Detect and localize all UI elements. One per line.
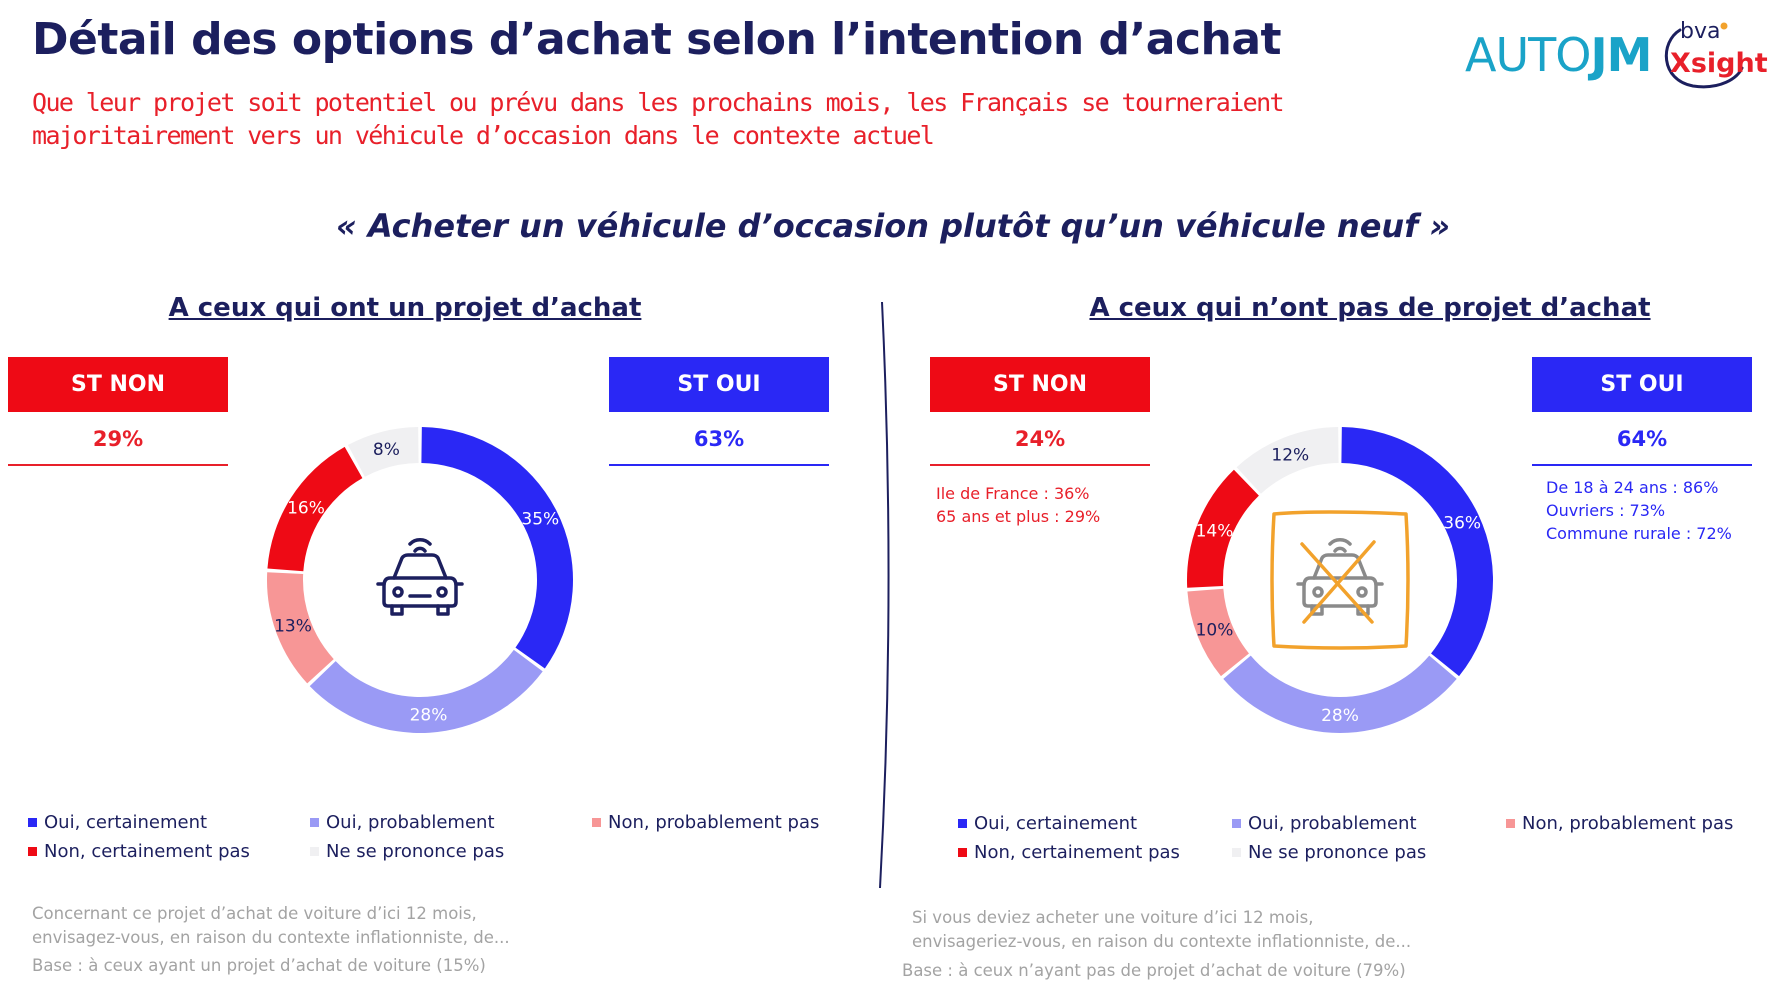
right-footer-question-1: Si vous deviez acheter une voiture d’ici… <box>912 908 1314 927</box>
right-label-non-probablement-pas: 10% <box>1196 621 1234 641</box>
subtitle-line-2: majoritairement vers un véhicule d’occas… <box>32 121 935 150</box>
legend-label: Ne se prononce pas <box>326 841 505 862</box>
left-st-non-value: 29% <box>8 414 228 466</box>
right-st-oui-box: ST OUI <box>1532 357 1752 412</box>
left-slice-oui-certainement <box>421 427 573 669</box>
left-footer-question-1: Concernant ce projet d’achat de voiture … <box>32 904 477 923</box>
left-label-non-probablement-pas: 13% <box>274 617 312 637</box>
logo-xsight-text: Xsight <box>1670 48 1768 79</box>
right-label-oui-probablement: 28% <box>1321 706 1359 726</box>
non-note-2: 65 ans et plus : 29% <box>936 507 1101 526</box>
oui-note-1: De 18 à 24 ans : 86% <box>1546 478 1719 497</box>
left-legend-non-certainement-pas: Non, certainement pas <box>28 841 250 862</box>
page-title: Détail des options d’achat selon l’inten… <box>32 14 1282 65</box>
right-slice-oui-certainement <box>1341 427 1493 677</box>
oui-note-3: Commune rurale : 72% <box>1546 524 1732 543</box>
bva-xsight-logo: bva Xsight <box>1664 19 1768 89</box>
question-quote: « Acheter un véhicule d’occasion plutôt … <box>335 207 1451 245</box>
oui-note-2: Ouvriers : 73% <box>1546 501 1666 520</box>
logo-jm-text: JM <box>1590 28 1652 82</box>
non-note-1: Ile de France : 36% <box>936 484 1090 503</box>
logo-bva-text: bva <box>1680 19 1720 44</box>
legend-label: Ne se prononce pas <box>1248 842 1427 863</box>
legend-label: Oui, probablement <box>326 812 495 833</box>
right-footer-question-2: envisageriez-vous, en raison du contexte… <box>912 932 1412 951</box>
left-st-oui-box: ST OUI <box>609 357 829 412</box>
left-slice-non-probablement-pas <box>267 572 334 684</box>
right-slice-non-probablement-pas <box>1187 588 1249 677</box>
right-footer-base: Base : à ceux n’ayant pas de projet d’ac… <box>902 961 1406 980</box>
left-legend-oui-probablement: Oui, probablement <box>310 812 495 833</box>
left-panel-title: A ceux qui ont un projet d’achat <box>168 293 642 323</box>
right-slice-oui-probablement <box>1223 655 1457 733</box>
left-label-oui-certainement: 35% <box>521 510 559 530</box>
right-st-non-label: ST NON <box>992 372 1088 397</box>
legend-label: Non, probablement pas <box>1522 813 1734 834</box>
cross-frame-icon <box>1270 510 1410 650</box>
right-legend-oui-certainement: Oui, certainement <box>958 813 1137 834</box>
left-donut-chart: 35% 28% 13% 16% 8% <box>267 427 573 733</box>
left-slice-ne-se-prononce-pas <box>347 427 419 477</box>
legend-label: Non, probablement pas <box>608 812 820 833</box>
right-donut-slices: 36% 28% 10% 14% 12% <box>1187 427 1493 733</box>
right-legend-non-probablement-pas: Non, probablement pas <box>1506 813 1733 834</box>
left-st-non-label: ST NON <box>70 372 166 397</box>
right-oui-notes: De 18 à 24 ans : 86% Ouvriers : 73% Comm… <box>1546 476 1732 545</box>
right-st-oui-label: ST OUI <box>1600 372 1684 397</box>
left-donut-slices: 35% 28% 13% 16% 8% <box>267 427 573 733</box>
right-label-ne-se-prononce-pas: 12% <box>1271 445 1309 465</box>
right-legend-non-certainement-pas: Non, certainement pas <box>958 842 1180 863</box>
right-label-non-certainement-pas: 14% <box>1196 521 1234 541</box>
logo-auto-text: AUTO <box>1465 28 1591 82</box>
left-st-oui-label: ST OUI <box>677 372 761 397</box>
right-st-non-value: 24% <box>930 414 1150 466</box>
legend-label: Non, certainement pas <box>974 842 1180 863</box>
left-footer-question-2: envisagez-vous, en raison du contexte in… <box>32 928 510 947</box>
left-st-oui-value: 63% <box>609 414 829 466</box>
left-st-non-box: ST NON <box>8 357 228 412</box>
right-st-non-box: ST NON <box>930 357 1150 412</box>
left-legend-ne-se-prononce-pas: Ne se prononce pas <box>310 841 504 862</box>
right-st-oui-value: 64% <box>1532 414 1752 466</box>
right-slice-ne-se-prononce-pas <box>1236 427 1339 494</box>
legend-label: Non, certainement pas <box>44 841 250 862</box>
left-label-oui-probablement: 28% <box>410 706 448 726</box>
right-legend-oui-probablement: Oui, probablement <box>1232 813 1417 834</box>
legend-label: Oui, probablement <box>1248 813 1417 834</box>
left-slice-non-certainement-pas <box>267 446 363 572</box>
crossed-car-icon <box>1270 510 1410 650</box>
legend-label: Oui, certainement <box>974 813 1138 834</box>
left-legend-non-probablement-pas: Non, probablement pas <box>592 812 819 833</box>
panel-divider <box>879 301 890 889</box>
autojm-logo: AUTOJM <box>1465 28 1652 82</box>
car-icon <box>376 538 464 616</box>
left-footer-base: Base : à ceux ayant un projet d’achat de… <box>32 956 486 975</box>
right-legend-ne-se-prononce-pas: Ne se prononce pas <box>1232 842 1426 863</box>
right-slice-non-certainement-pas <box>1187 469 1259 588</box>
right-label-oui-certainement: 36% <box>1443 514 1481 534</box>
left-label-non-certainement-pas: 16% <box>287 499 325 519</box>
left-legend-oui-certainement: Oui, certainement <box>28 812 207 833</box>
right-donut-chart: 36% 28% 10% 14% 12% <box>1187 427 1493 733</box>
right-non-notes: Ile de France : 36% 65 ans et plus : 29% <box>936 482 1100 528</box>
legend-label: Oui, certainement <box>44 812 208 833</box>
left-label-ne-se-prononce-pas: 8% <box>373 440 400 460</box>
subtitle-line-1: Que leur projet soit potentiel ou prévu … <box>32 88 1285 117</box>
left-slice-oui-probablement <box>309 649 543 733</box>
right-panel-title: A ceux qui n’ont pas de projet d’achat <box>1089 293 1651 323</box>
